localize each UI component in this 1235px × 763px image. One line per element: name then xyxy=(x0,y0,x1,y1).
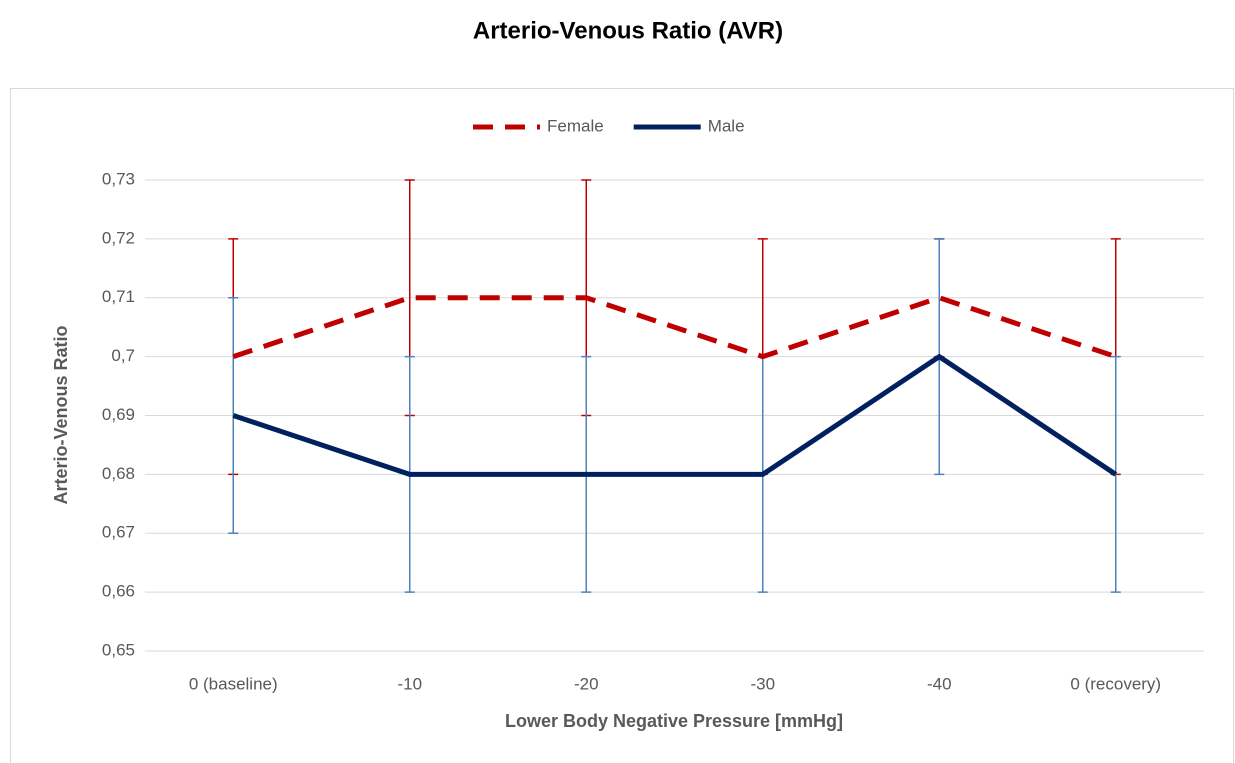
x-tick-label: 0 (recovery) xyxy=(1070,674,1161,693)
x-tick-label: -10 xyxy=(397,674,422,693)
x-tick-label: -30 xyxy=(750,674,775,693)
chart-title: Arterio-Venous Ratio (AVR) xyxy=(473,17,783,44)
x-axis-title: Lower Body Negative Pressure [mmHg] xyxy=(505,711,843,731)
x-tick-label: -40 xyxy=(927,674,952,693)
y-tick-label: 0,73 xyxy=(102,169,135,188)
legend-label: Female xyxy=(547,116,604,135)
legend-label: Male xyxy=(708,116,745,135)
y-tick-label: 0,68 xyxy=(102,464,135,483)
y-tick-label: 0,71 xyxy=(102,287,135,306)
y-tick-label: 0,72 xyxy=(102,228,135,247)
x-tick-label: -20 xyxy=(574,674,599,693)
chart-frame xyxy=(10,88,1234,763)
series-line xyxy=(232,295,1117,360)
x-tick-label: 0 (baseline) xyxy=(189,674,278,693)
y-tick-label: 0,67 xyxy=(102,523,135,542)
y-tick-label: 0,7 xyxy=(111,346,135,365)
y-axis-title: Arterio-Venous Ratio xyxy=(51,325,71,504)
y-tick-label: 0,69 xyxy=(102,405,135,424)
y-tick-label: 0,66 xyxy=(102,582,135,601)
series-line xyxy=(232,353,1118,477)
y-tick-label: 0,65 xyxy=(102,640,135,659)
